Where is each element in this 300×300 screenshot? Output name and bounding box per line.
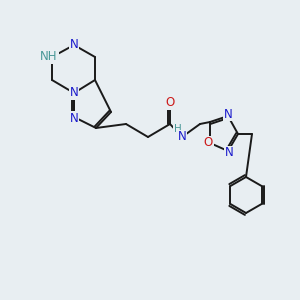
Text: N: N: [70, 38, 78, 52]
Text: O: O: [165, 97, 175, 110]
Text: N: N: [224, 107, 232, 121]
Text: H: H: [174, 124, 182, 134]
Text: NH: NH: [40, 50, 58, 64]
Text: N: N: [225, 146, 233, 160]
Text: N: N: [70, 112, 78, 124]
Text: N: N: [70, 86, 78, 100]
Text: O: O: [203, 136, 213, 149]
Text: N: N: [178, 130, 186, 143]
